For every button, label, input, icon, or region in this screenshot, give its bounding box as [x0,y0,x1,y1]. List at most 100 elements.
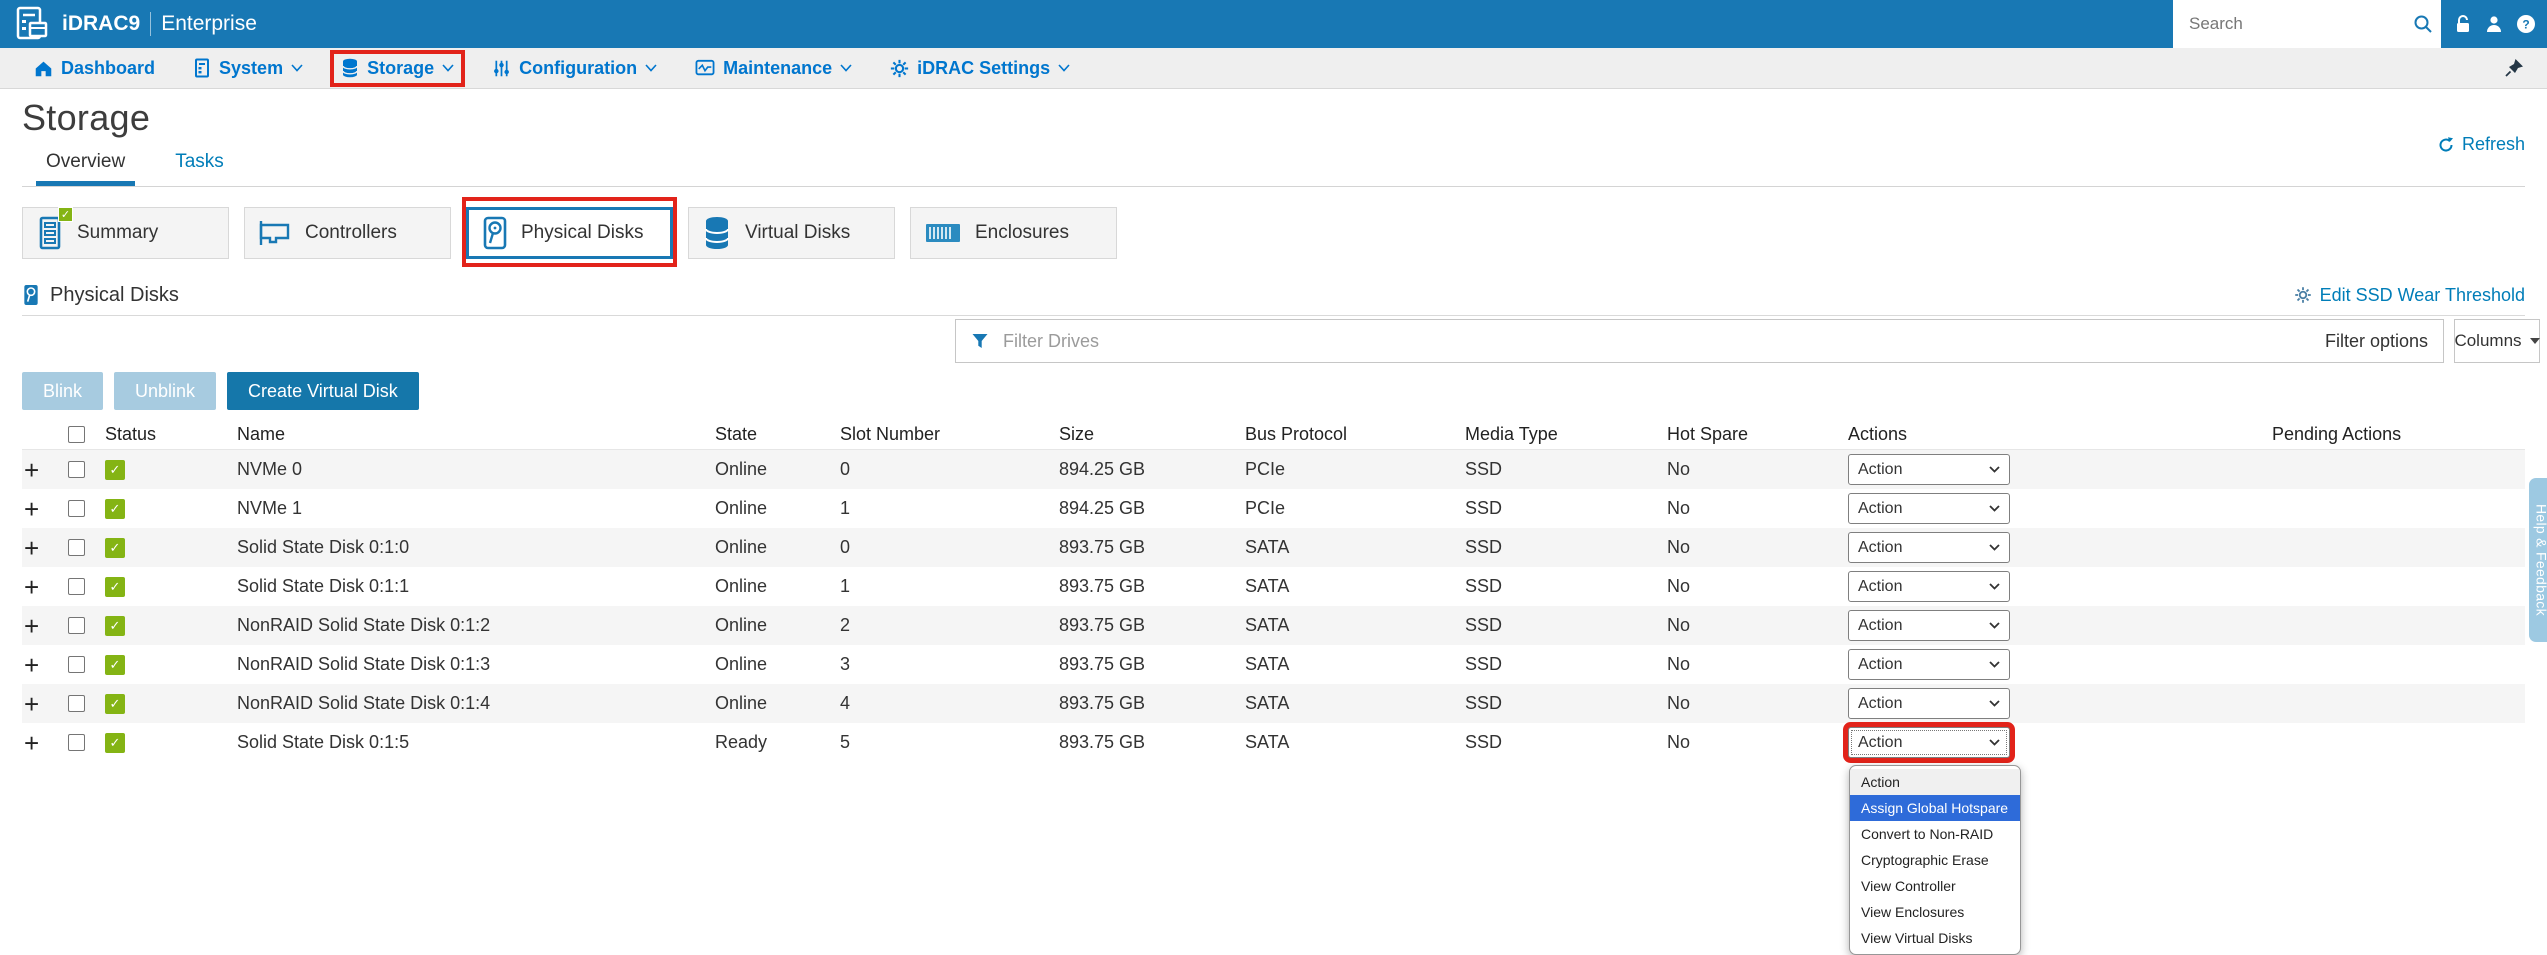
disk-state: Ready [715,732,768,752]
global-search[interactable] [2173,0,2441,48]
disk-media-type: SSD [1465,459,1503,479]
storage-cylinder-icon [341,58,359,78]
table-header-row: Status Name State Slot Number Size Bus P… [22,420,2525,450]
expand-row-icon[interactable]: + [24,571,40,602]
action-select-label: Action [1858,538,1903,556]
filter-options-button[interactable]: Filter options [2324,330,2428,351]
filter-drives-box[interactable]: Filter options [955,319,2444,363]
action-select[interactable]: Action [1848,688,2010,719]
main-navbar: Dashboard System Storage Configuration M… [0,48,2547,89]
menu-item-view-controller[interactable]: View Controller [1861,878,1956,894]
card-summary[interactable]: ✓ Summary [22,207,229,259]
lock-icon[interactable] [2453,14,2473,34]
menu-item-action[interactable]: Action [1850,769,2020,795]
action-select[interactable]: Action [1848,649,2010,680]
sliders-icon [492,59,511,78]
action-select[interactable]: Action [1848,532,2010,563]
row-checkbox[interactable] [68,578,85,595]
disk-media-type: SSD [1465,537,1503,557]
table-row-selected-disk: + ✓ Solid State Disk 0:1:5 Ready 5 893.7… [22,723,2525,955]
select-chevron-icon [1989,700,2000,707]
disk-bus-protocol: SATA [1245,693,1290,713]
card-virtual-disks[interactable]: Virtual Disks [688,207,895,259]
row-checkbox[interactable] [68,695,85,712]
action-select[interactable]: Action [1848,454,2010,485]
refresh-link[interactable]: Refresh [2437,134,2525,155]
columns-dropdown-button[interactable]: Columns [2454,319,2540,363]
row-checkbox[interactable] [68,461,85,478]
disk-bus-protocol: SATA [1245,654,1290,674]
action-select[interactable]: Action [1848,493,2010,524]
help-feedback-tab[interactable]: Help & Feedback [2529,478,2547,642]
nav-item-configuration[interactable]: Configuration [492,58,657,79]
row-checkbox[interactable] [68,617,85,634]
disk-actions-toolbar: Blink Unblink Create Virtual Disk [22,372,2525,410]
disk-name: Solid State Disk 0:1:0 [237,537,410,557]
expand-row-icon[interactable]: + [24,649,40,680]
disk-name: Solid State Disk 0:1:5 [237,732,410,752]
table-row: + ✓ Solid State Disk 0:1:0 Online 0 893.… [22,528,2525,567]
tab-overview[interactable]: Overview [36,145,136,186]
expand-row-icon[interactable]: + [24,532,40,563]
expand-row-icon[interactable]: + [24,493,40,524]
expand-row-icon[interactable]: + [24,727,40,758]
menu-item-cryptographic-erase[interactable]: Cryptographic Erase [1861,852,1989,868]
storage-category-cards: ✓ Summary Controllers Physical Disks Vir… [22,197,2525,267]
row-checkbox[interactable] [68,539,85,556]
pin-icon[interactable] [2503,57,2525,79]
disk-name: NonRAID Solid State Disk 0:1:3 [237,654,491,674]
action-select-label: Action [1858,499,1903,517]
create-virtual-disk-button[interactable]: Create Virtual Disk [227,372,419,410]
chevron-down-icon [840,64,852,72]
status-ok-icon: ✓ [105,732,125,753]
row-checkbox[interactable] [68,656,85,673]
expand-row-icon[interactable]: + [24,454,40,485]
select-all-checkbox[interactable] [68,426,85,443]
search-input[interactable] [2187,13,2412,35]
action-select[interactable]: Action [1848,571,2010,602]
disk-bus-protocol: PCIe [1245,498,1286,518]
tab-tasks[interactable]: Tasks [175,151,224,172]
row-checkbox[interactable] [68,500,85,517]
blink-button[interactable]: Blink [22,372,104,410]
menu-item-convert-to-non-raid[interactable]: Convert to Non-RAID [1861,826,1994,842]
unblink-button[interactable]: Unblink [114,372,217,410]
enclosure-icon [924,221,962,245]
menu-item-view-enclosures[interactable]: View Enclosures [1861,904,1965,920]
status-ok-icon: ✓ [105,615,125,636]
user-icon[interactable] [2484,14,2504,34]
disk-slot: 2 [840,615,851,635]
card-label: Physical Disks [521,222,644,243]
edit-ssd-wear-threshold-link[interactable]: Edit SSD Wear Threshold [2294,285,2525,306]
disk-slot: 0 [840,459,851,479]
card-enclosures[interactable]: Enclosures [910,207,1117,259]
nav-item-dashboard[interactable]: Dashboard [34,58,155,79]
disk-hot-spare: No [1667,615,1691,635]
expand-row-icon[interactable]: + [24,688,40,719]
menu-item-assign-global-hotspare[interactable]: Assign Global Hotspare [1850,795,2020,821]
row-checkbox[interactable] [68,734,85,751]
help-icon[interactable]: ? [2516,14,2536,34]
menu-item-view-virtual-disks[interactable]: View Virtual Disks [1861,930,1973,946]
disk-name: NVMe 1 [237,498,303,518]
action-select[interactable]: Action [1848,610,2010,641]
select-chevron-icon [1989,622,2000,629]
filter-drives-input[interactable] [1001,329,2313,353]
expand-row-icon[interactable]: + [24,610,40,641]
gear-icon [890,59,909,78]
status-ok-icon: ✓ [105,459,125,480]
physical-disk-section-icon [22,283,40,307]
disk-media-type: SSD [1465,732,1503,752]
action-select-open[interactable]: Action [1848,727,2010,758]
physical-disks-table: Status Name State Slot Number Size Bus P… [22,420,2525,955]
nav-item-idrac-settings[interactable]: iDRAC Settings [890,58,1070,79]
nav-item-storage[interactable]: Storage [330,49,466,87]
action-select-label: Action [1858,577,1903,595]
disk-size: 893.75 GB [1059,576,1146,596]
card-controllers[interactable]: Controllers [244,207,451,259]
nav-item-maintenance[interactable]: Maintenance [695,58,852,79]
card-physical-disks[interactable]: Physical Disks [462,197,677,267]
status-ok-icon: ✓ [105,537,125,558]
search-icon[interactable] [2412,13,2434,35]
nav-item-system[interactable]: System [193,58,303,79]
